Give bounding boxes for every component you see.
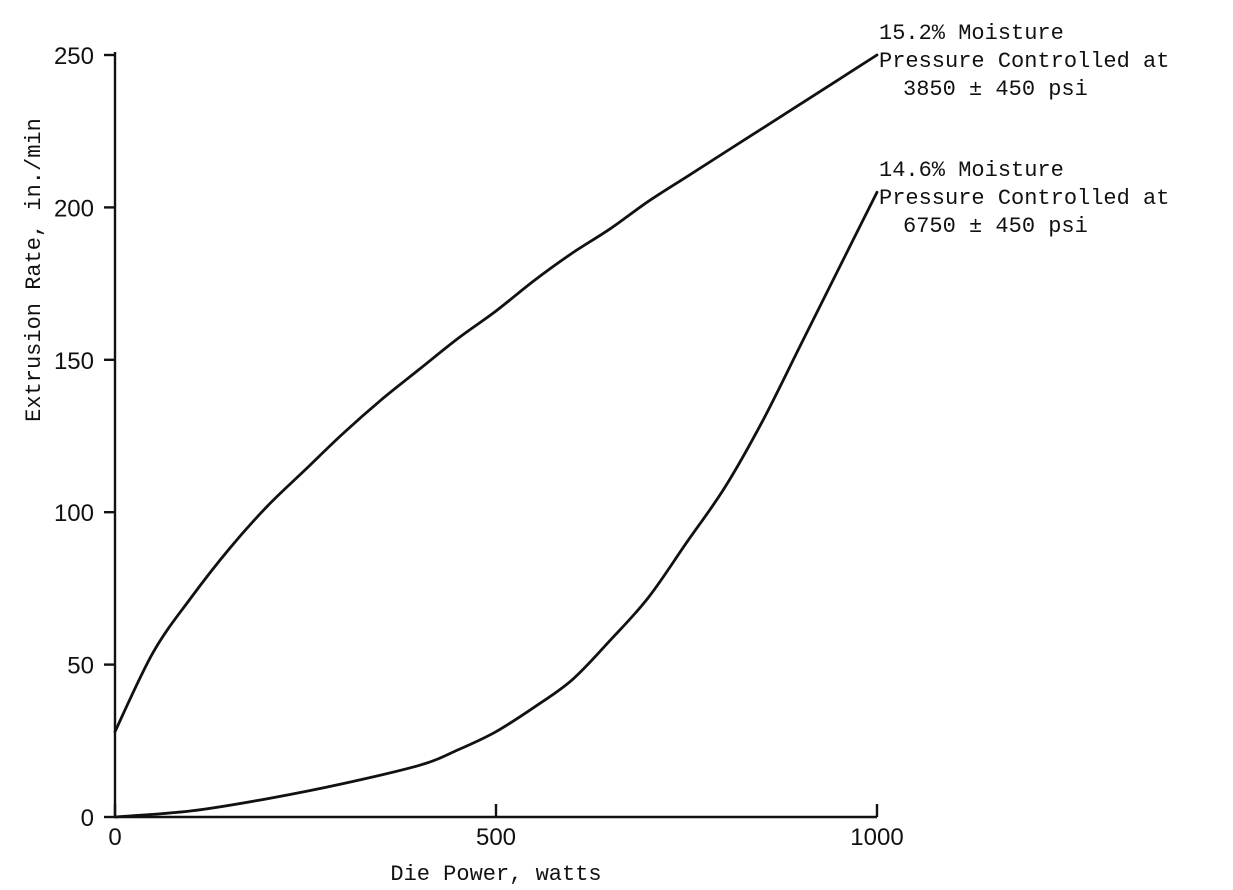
series-line-0 xyxy=(113,53,879,734)
y-tick-label-0: 0 xyxy=(81,805,94,832)
annotation-1-line-0: 14.6% Moisture xyxy=(879,158,1064,183)
y-tick-label-200: 200 xyxy=(54,195,94,222)
x-tick-label-500: 500 xyxy=(476,824,516,851)
y-ticks: 0 50 100 150 200 250 xyxy=(54,43,115,832)
annotation-1-line-1: Pressure Controlled at xyxy=(879,186,1169,211)
annotation-0-line-0: 15.2% Moisture xyxy=(879,21,1064,46)
annotations: 15.2% Moisture Pressure Controlled at 3850… xyxy=(879,21,1169,239)
series-line-1 xyxy=(113,190,879,819)
annotation-0-line-1: Pressure Controlled at xyxy=(879,49,1169,74)
x-ticks: 0 500 1000 xyxy=(108,804,904,851)
x-axis-title: Die Power, watts xyxy=(390,862,601,887)
y-tick-label-100: 100 xyxy=(54,500,94,527)
x-tick-label-0: 0 xyxy=(108,824,121,851)
x-tick-label-1000: 1000 xyxy=(850,824,903,851)
annotation-0-line-2: 3850 ± 450 psi xyxy=(903,77,1088,102)
series-group xyxy=(113,53,879,819)
y-tick-label-50: 50 xyxy=(67,653,94,680)
y-axis-title: Extrusion Rate, in./min xyxy=(22,118,47,422)
annotation-1-line-2: 6750 ± 450 psi xyxy=(903,214,1088,239)
y-tick-label-250: 250 xyxy=(54,43,94,70)
y-tick-label-150: 150 xyxy=(54,348,94,375)
